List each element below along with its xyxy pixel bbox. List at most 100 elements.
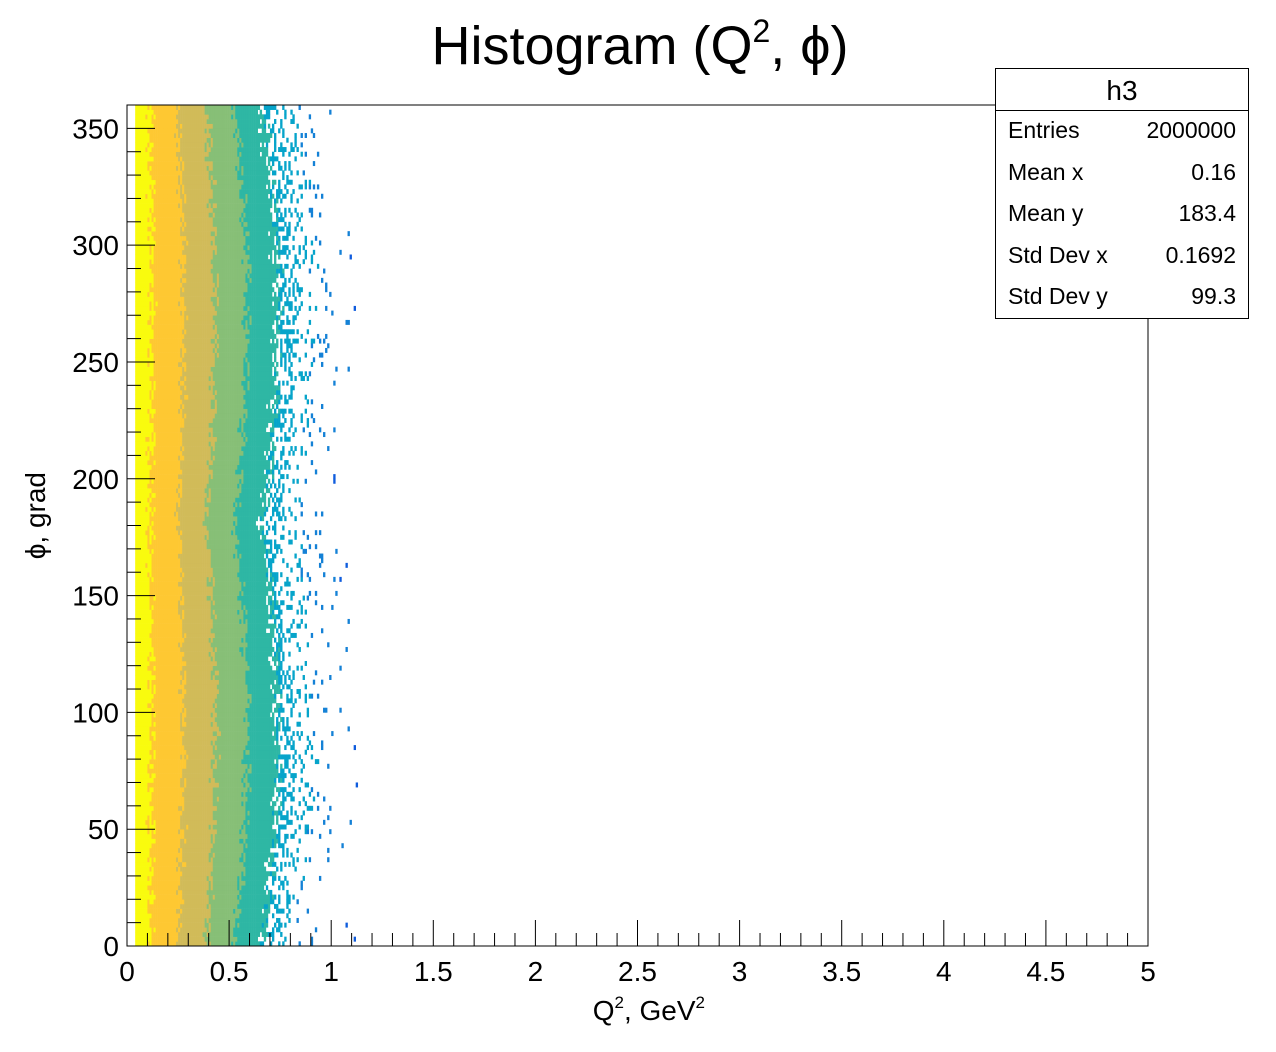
heatmap-cell <box>198 843 201 849</box>
heatmap-cell <box>278 670 281 676</box>
heatmap-cell <box>141 698 144 704</box>
heatmap-cell <box>135 628 138 634</box>
heatmap-cell <box>216 651 220 657</box>
heatmap-cell <box>153 665 156 671</box>
heatmap-cell <box>239 684 242 690</box>
heatmap-cell <box>265 637 269 643</box>
heatmap-cell <box>261 721 265 727</box>
heatmap-cell <box>249 791 252 797</box>
heatmap-cell <box>161 665 165 671</box>
heatmap-cell <box>259 833 263 839</box>
heatmap-cell <box>210 628 214 634</box>
heatmap-cell <box>202 917 205 923</box>
heatmap-cell <box>227 651 230 657</box>
heatmap-cell <box>155 796 158 802</box>
heatmap-cell <box>173 698 177 704</box>
heatmap-cell <box>194 880 197 886</box>
heatmap-cell <box>194 735 197 741</box>
heatmap-cell <box>237 684 240 690</box>
heatmap-cell <box>237 810 240 816</box>
heatmap-cell <box>159 843 163 849</box>
heatmap-cell <box>233 745 236 751</box>
heatmap-cell <box>135 698 138 704</box>
heatmap-cell <box>208 712 212 718</box>
heatmap-cell <box>137 847 140 853</box>
heatmap-cell <box>151 740 154 746</box>
heatmap-cell <box>259 777 263 783</box>
heatmap-cell <box>180 768 183 774</box>
heatmap-cell <box>245 875 248 881</box>
heatmap-cell <box>235 745 238 751</box>
heatmap-cell <box>249 922 252 928</box>
heatmap-cell <box>141 646 144 652</box>
heatmap-cell <box>155 913 158 919</box>
heatmap-cell <box>218 689 222 694</box>
heatmap-cell <box>210 698 214 704</box>
heatmap-cell <box>216 698 220 704</box>
heatmap-cell <box>178 875 181 881</box>
heatmap-cell <box>214 833 218 839</box>
heatmap-cell <box>263 721 267 727</box>
heatmap-cell <box>159 861 163 867</box>
heatmap-cell <box>180 637 183 643</box>
heatmap-cell <box>284 824 287 830</box>
heatmap-cell <box>151 773 154 779</box>
heatmap-cell <box>255 913 258 919</box>
heatmap-cell <box>233 917 236 923</box>
heatmap-cell <box>137 824 140 830</box>
heatmap-cell <box>225 931 228 937</box>
heatmap-cell <box>251 801 254 807</box>
heatmap-cell <box>182 787 185 793</box>
heatmap-cell <box>245 628 248 634</box>
heatmap-cell <box>284 773 287 779</box>
heatmap-cell <box>141 866 144 872</box>
heatmap-cell <box>267 745 271 751</box>
heatmap-cell <box>282 791 285 797</box>
heatmap-cell <box>169 698 173 704</box>
heatmap-cell <box>171 927 175 933</box>
heatmap-cell <box>274 810 277 816</box>
heatmap-cell <box>165 838 169 844</box>
heatmap-cell <box>202 833 205 839</box>
heatmap-cell <box>149 646 152 652</box>
heatmap-cell <box>186 628 189 634</box>
heatmap-cell <box>216 675 220 680</box>
heatmap-cell <box>180 819 183 825</box>
heatmap-cell <box>196 917 199 923</box>
heatmap-cell <box>141 852 144 858</box>
heatmap-cell <box>202 735 205 741</box>
heatmap-cell <box>184 731 187 737</box>
heatmap-cell <box>169 927 173 933</box>
heatmap-cell <box>141 824 144 830</box>
heatmap-cell <box>151 880 154 886</box>
heatmap-cell <box>190 871 193 877</box>
heatmap-cell <box>212 731 216 737</box>
heatmap-cell <box>184 796 187 802</box>
heatmap-cell <box>137 838 140 844</box>
heatmap-cell <box>249 908 252 914</box>
heatmap-cell <box>229 703 232 709</box>
heatmap-cell <box>176 675 179 680</box>
heatmap-cell <box>218 791 222 797</box>
heatmap-cell <box>188 754 191 760</box>
heatmap-cell <box>206 833 209 839</box>
heatmap-cell <box>229 642 232 648</box>
heatmap-cell <box>245 646 248 652</box>
heatmap-cell <box>190 773 193 779</box>
heatmap-cell <box>149 917 152 923</box>
heatmap-cell <box>198 805 201 811</box>
heatmap-cell <box>194 665 197 671</box>
heatmap-cell <box>231 777 234 783</box>
heatmap-cell <box>249 660 252 666</box>
heatmap-cell <box>327 815 330 821</box>
heatmap-cell <box>231 735 234 741</box>
heatmap-cell <box>282 777 285 783</box>
heatmap-cell <box>165 656 169 662</box>
heatmap-cell <box>206 754 209 760</box>
heatmap-cell <box>153 768 156 774</box>
heatmap-cell <box>157 749 160 755</box>
heatmap-cell <box>241 931 244 937</box>
heatmap-cell <box>235 777 238 783</box>
heatmap-cell <box>157 903 160 909</box>
heatmap-cell <box>210 623 214 629</box>
